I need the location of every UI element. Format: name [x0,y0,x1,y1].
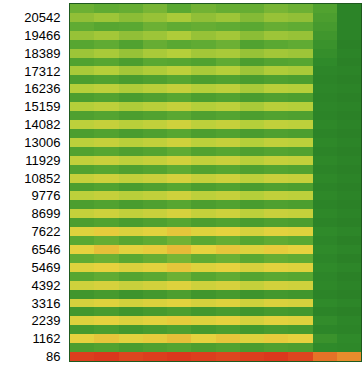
svg-text:18389: 18389 [24,46,60,61]
svg-text:4392: 4392 [31,278,60,293]
svg-text:2239: 2239 [31,313,60,328]
svg-text:6546: 6546 [31,242,60,257]
svg-text:13006: 13006 [24,135,60,150]
svg-text:14082: 14082 [24,117,60,132]
svg-text:17312: 17312 [24,64,60,79]
svg-text:3316: 3316 [31,296,60,311]
svg-text:20542: 20542 [24,10,60,25]
svg-text:15159: 15159 [24,99,60,114]
svg-text:16236: 16236 [24,81,60,96]
svg-text:1162: 1162 [32,331,60,346]
svg-text:19466: 19466 [24,28,60,43]
svg-text:10852: 10852 [24,171,60,186]
svg-text:86: 86 [46,349,60,364]
svg-text:5469: 5469 [31,260,60,275]
svg-text:8699: 8699 [31,206,60,221]
svg-text:11929: 11929 [25,153,60,168]
svg-text:9776: 9776 [31,188,60,203]
svg-text:7622: 7622 [31,224,60,239]
